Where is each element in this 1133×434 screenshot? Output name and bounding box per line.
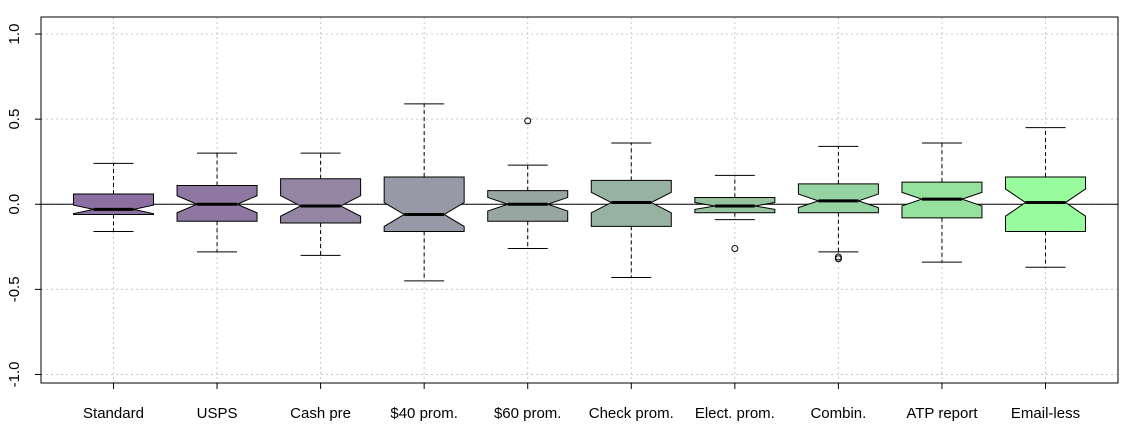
outlier-point	[834, 255, 842, 263]
box-10	[1005, 127, 1087, 268]
x-tick-label: Cash pre	[290, 405, 351, 422]
x-tick-label: Email-less	[1011, 405, 1080, 422]
x-tick-label: Elect. prom.	[695, 405, 775, 422]
box-1	[72, 162, 154, 232]
box-3	[280, 152, 362, 256]
x-tick-label: $60 prom.	[494, 405, 562, 422]
x-tick-label: Check prom.	[589, 405, 674, 422]
outlier-point	[731, 245, 739, 253]
box-9	[901, 142, 983, 263]
y-tick-label: -0.5	[6, 276, 23, 302]
grid-lines	[41, 17, 1118, 383]
notched-box	[280, 178, 362, 224]
x-tick-label: Combin.	[810, 405, 866, 422]
box-6	[590, 142, 672, 278]
notched-box	[72, 193, 154, 215]
y-tick-label: -1.0	[6, 362, 23, 388]
y-tick-label: 0.0	[6, 194, 23, 215]
notched-box	[487, 190, 569, 222]
y-tick-label: 0.5	[6, 109, 23, 130]
box-7	[694, 174, 776, 253]
x-tick-label: $40 prom.	[390, 405, 458, 422]
box-4	[383, 103, 465, 282]
x-axis: Standard USPS Cash pre $40 prom. $60 prom. Ch…	[83, 383, 1080, 422]
plot-frame	[40, 16, 1119, 384]
box-5	[487, 117, 569, 250]
x-tick-label: ATP report	[906, 405, 978, 422]
box-8	[797, 145, 879, 263]
y-tick-label: 1.0	[6, 24, 23, 45]
x-tick-label: USPS	[197, 405, 238, 422]
x-tick-label: Standard	[83, 405, 144, 422]
notched-box	[1005, 176, 1087, 232]
notched-box	[797, 183, 879, 214]
y-axis: -1.0 -0.5 0.0 0.5 1.0	[6, 24, 41, 388]
box-series	[72, 103, 1087, 282]
notched-box	[383, 176, 465, 232]
box-2	[176, 152, 258, 253]
outlier-point	[524, 117, 532, 125]
